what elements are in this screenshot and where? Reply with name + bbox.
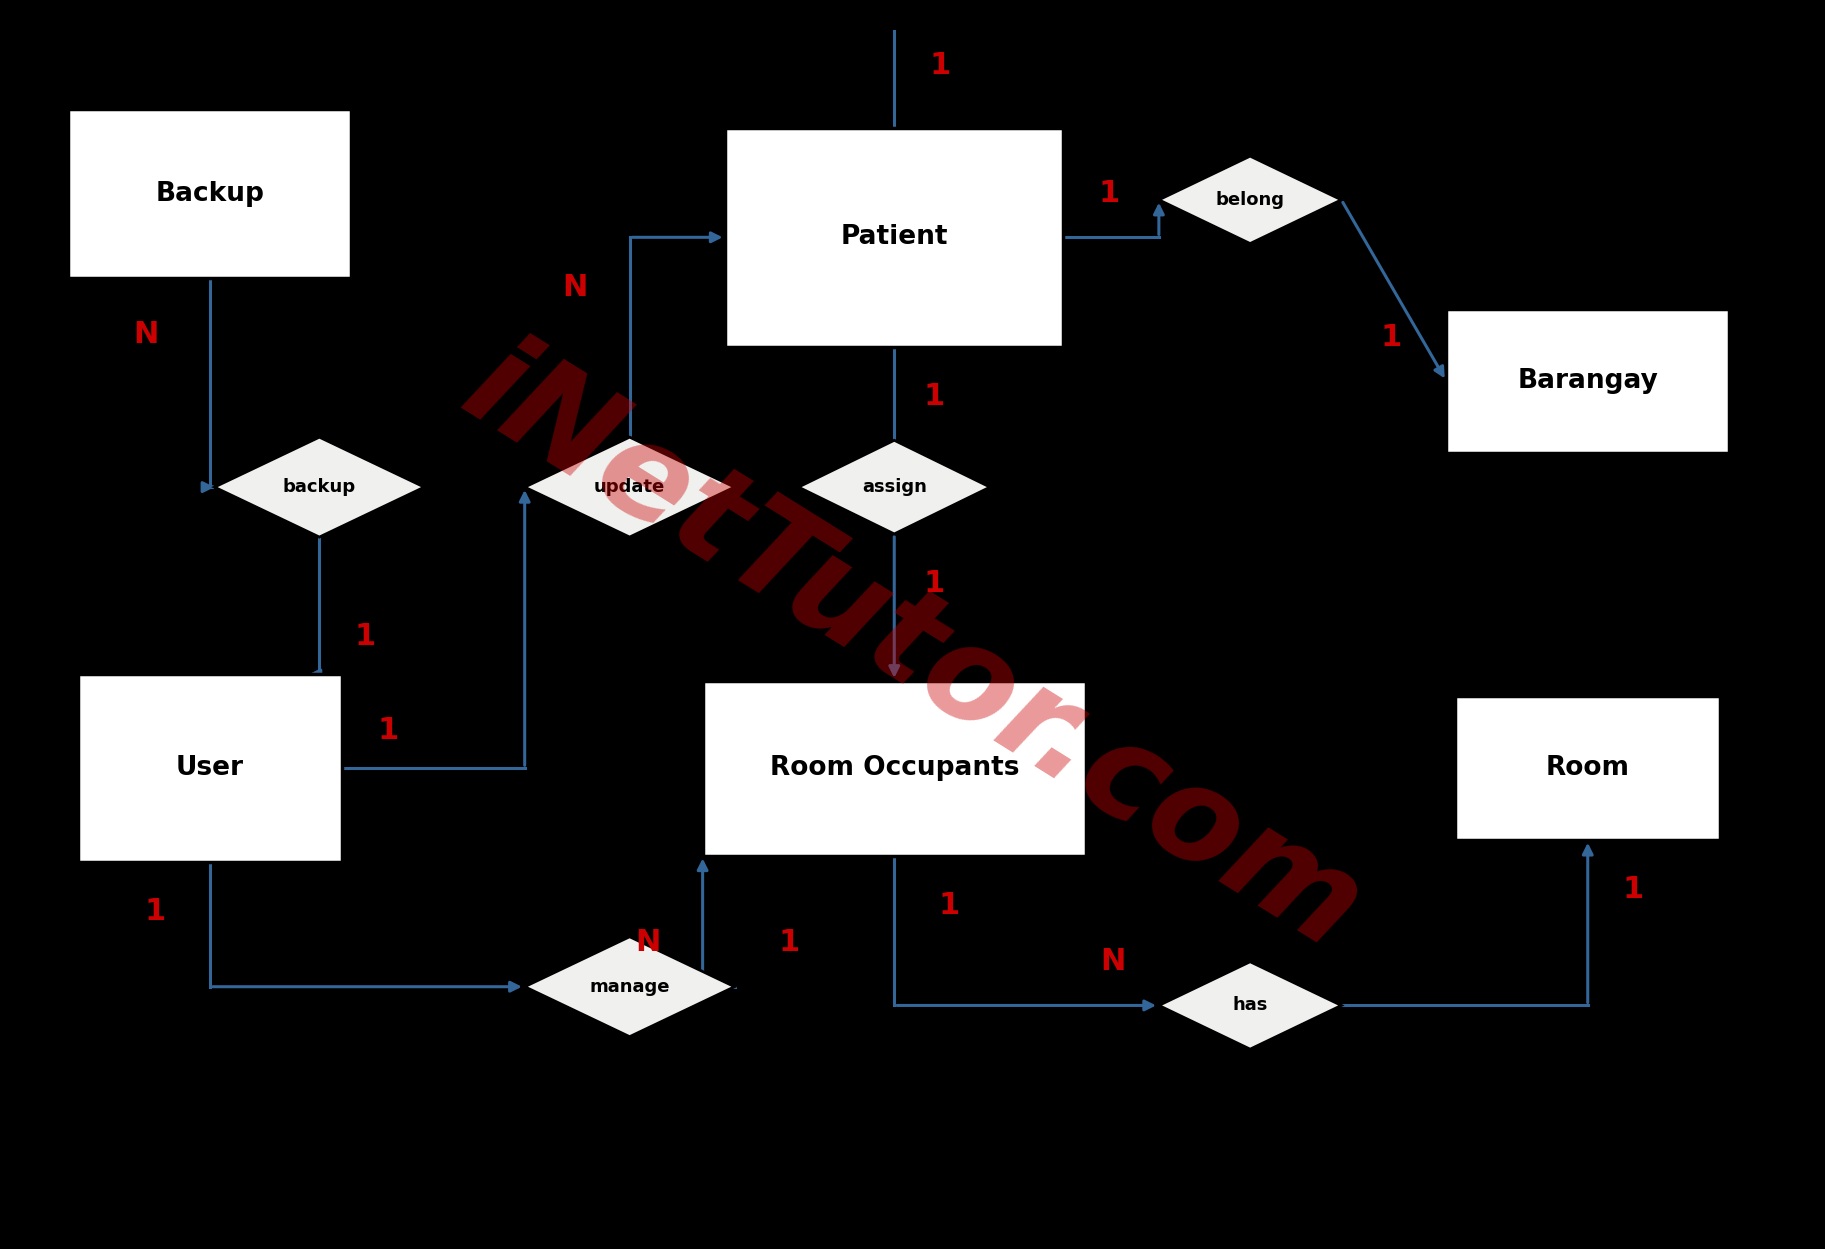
Text: manage: manage: [589, 978, 670, 995]
Text: 1: 1: [378, 716, 398, 746]
Bar: [725, 129, 1062, 346]
Polygon shape: [1159, 962, 1341, 1049]
Text: Room Occupants: Room Occupants: [770, 756, 1018, 781]
Bar: [1445, 310, 1728, 453]
Text: 1: 1: [1099, 179, 1119, 209]
Text: 1: 1: [354, 622, 376, 652]
Text: Barangay: Barangay: [1517, 368, 1659, 393]
Text: assign: assign: [861, 478, 927, 496]
Text: 1: 1: [1382, 322, 1402, 352]
Text: N: N: [562, 272, 588, 302]
Polygon shape: [1159, 156, 1341, 244]
Text: iNetTutor.com: iNetTutor.com: [442, 322, 1383, 977]
Polygon shape: [526, 937, 734, 1037]
Text: User: User: [175, 756, 245, 781]
Text: Room: Room: [1546, 756, 1630, 781]
Bar: [1456, 697, 1719, 839]
Text: N: N: [635, 928, 661, 958]
Text: backup: backup: [283, 478, 356, 496]
Text: 1: 1: [923, 382, 945, 411]
Text: Patient: Patient: [841, 225, 947, 250]
Text: 1: 1: [144, 897, 166, 927]
Text: N: N: [133, 320, 159, 348]
Text: N: N: [1100, 947, 1126, 977]
Bar: [77, 674, 343, 862]
Bar: [703, 681, 1086, 856]
Polygon shape: [798, 441, 989, 535]
Text: 1: 1: [929, 51, 951, 80]
Text: 1: 1: [1622, 876, 1644, 904]
Polygon shape: [526, 437, 734, 537]
Text: 1: 1: [938, 891, 960, 921]
Text: 1: 1: [779, 928, 799, 958]
Text: has: has: [1232, 997, 1268, 1014]
Text: Backup: Backup: [155, 181, 265, 206]
Text: 1: 1: [923, 570, 945, 598]
Text: belong: belong: [1215, 191, 1285, 209]
Bar: [69, 110, 350, 279]
Polygon shape: [215, 437, 423, 537]
Text: update: update: [593, 478, 666, 496]
